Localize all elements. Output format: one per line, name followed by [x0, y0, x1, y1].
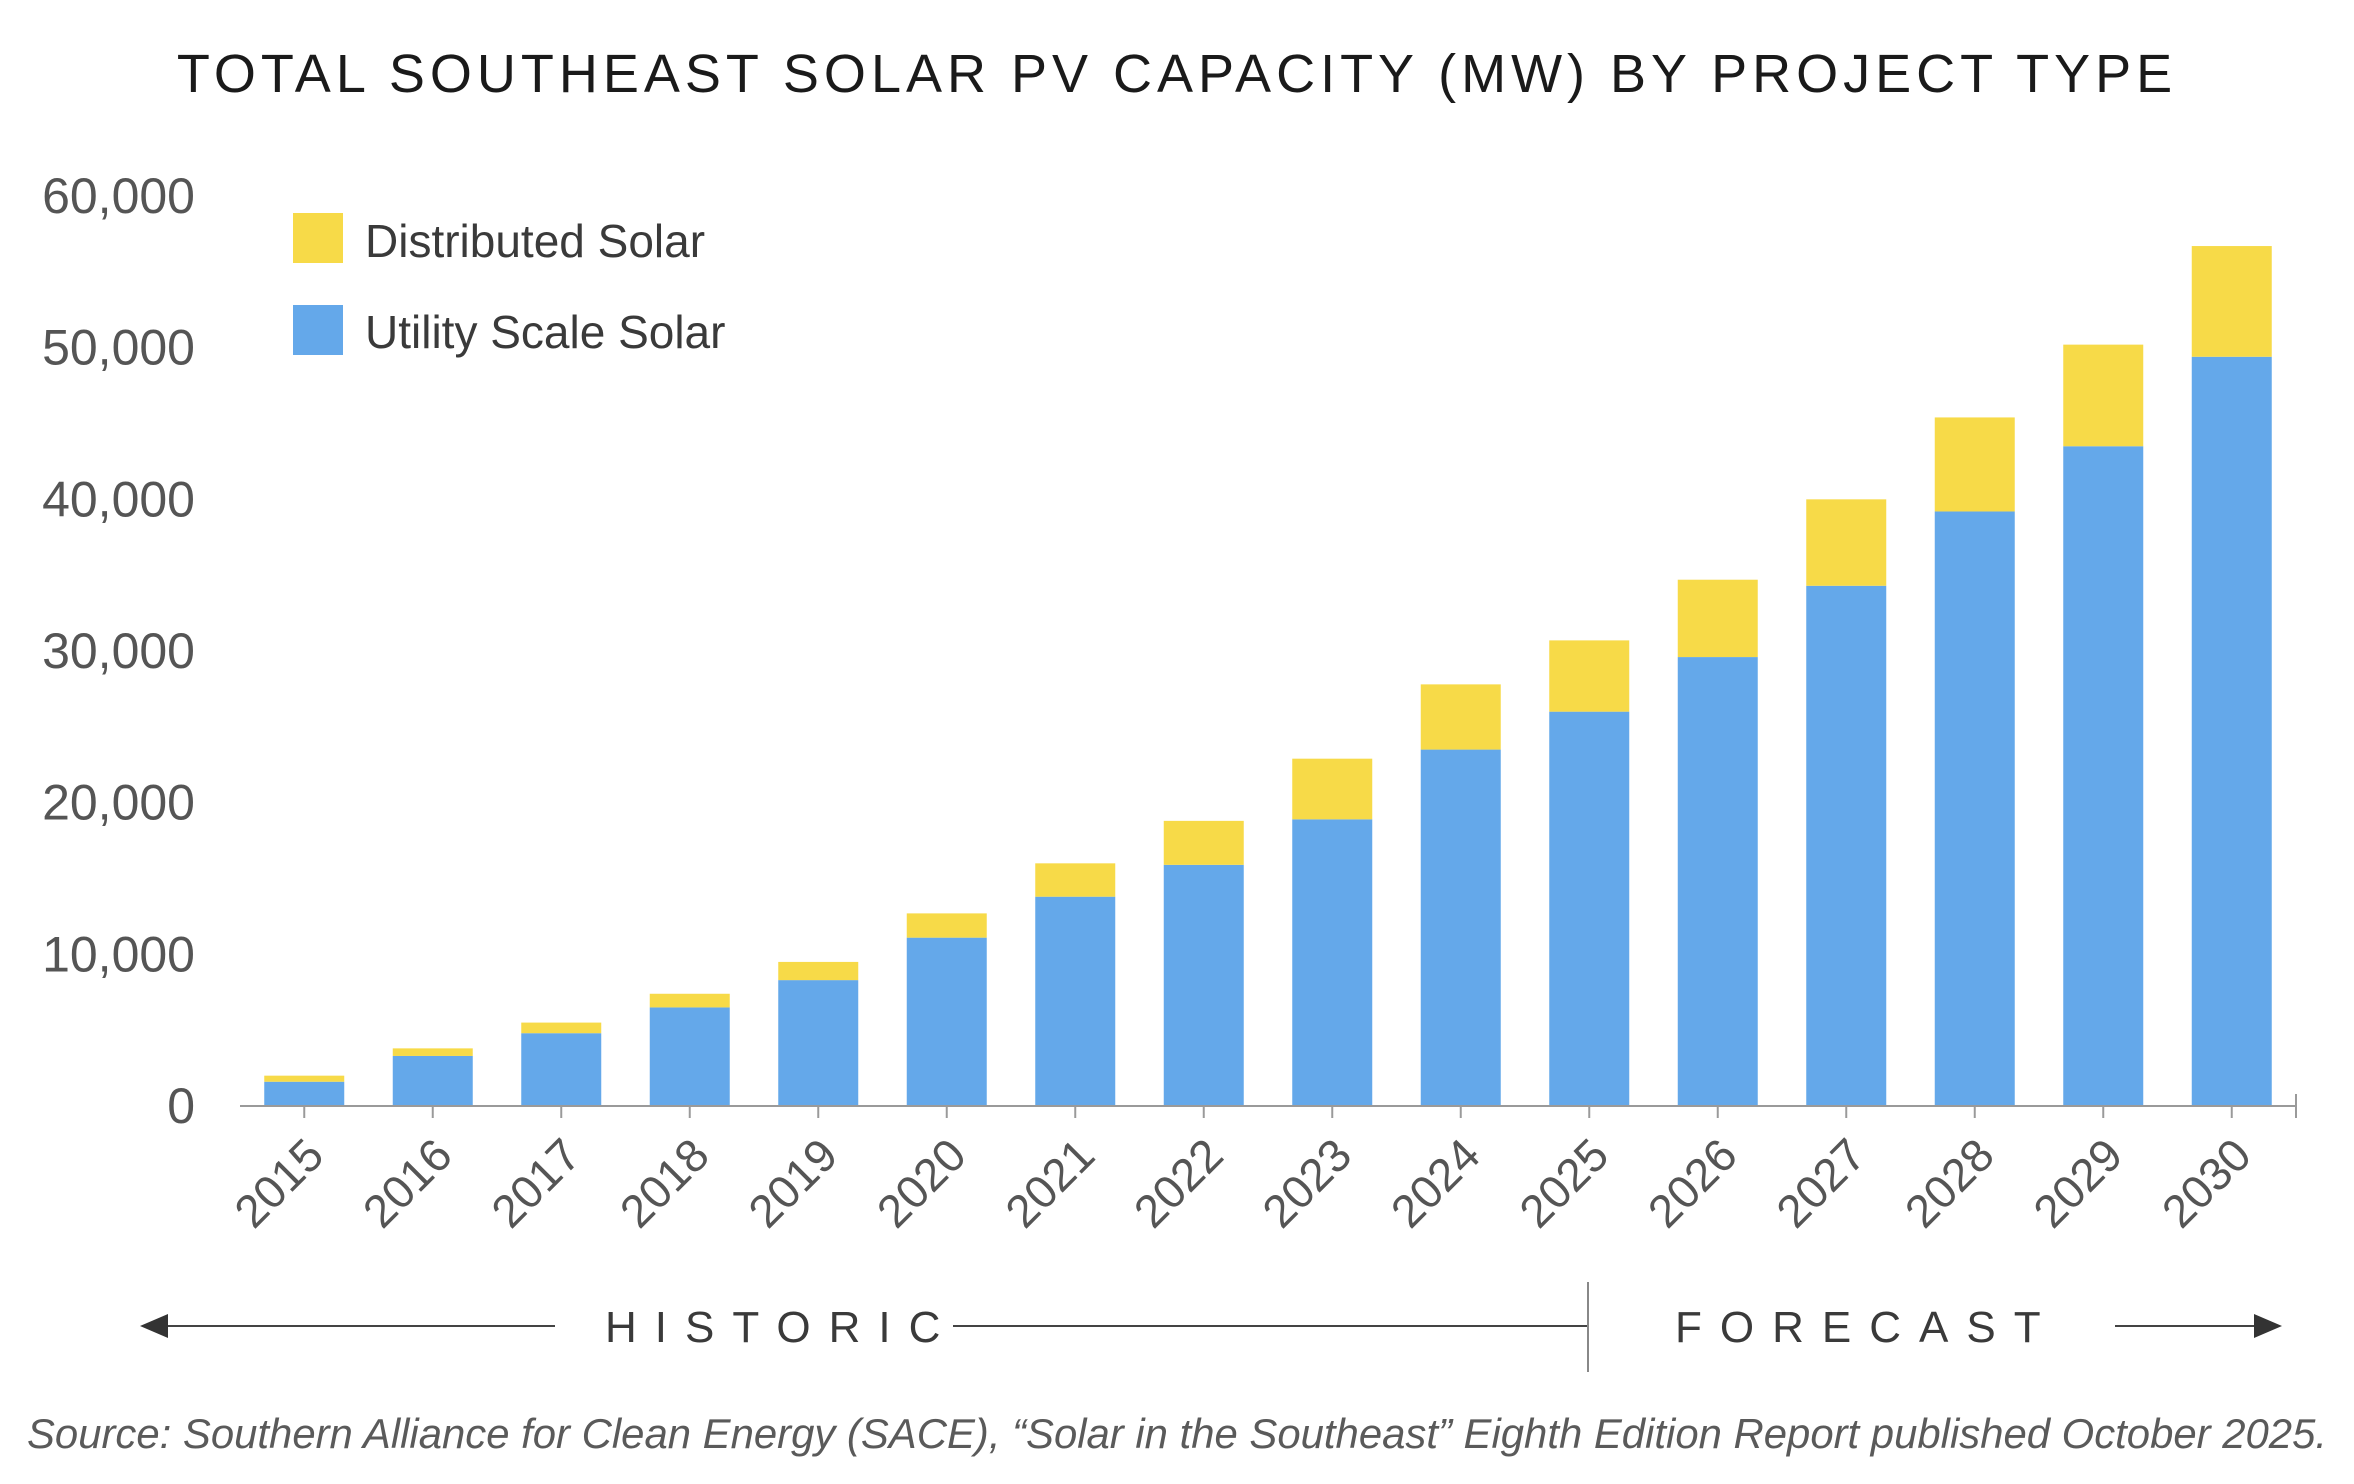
x-tick-label: 2025 [1509, 1128, 1618, 1237]
bar-distributed-solar-2022 [1163, 820, 1244, 865]
x-tick-label: 2016 [353, 1128, 462, 1237]
x-tick-label: 2017 [481, 1128, 590, 1237]
x-axis: 2015 2016 2017 2018 2019 2020 2021 2022 2023 2024… [224, 1094, 2297, 1237]
bar-utility-scale-solar-2015 [264, 1081, 345, 1106]
y-tick-label: 0 [167, 1078, 195, 1134]
x-tick-label: 2018 [610, 1128, 719, 1237]
y-tick-label: 10,000 [42, 926, 195, 982]
bar-distributed-solar-2021 [1035, 863, 1116, 897]
y-tick-label: 20,000 [42, 775, 195, 831]
x-tick-label: 2029 [2023, 1128, 2132, 1237]
bar-distributed-solar-2016 [392, 1048, 473, 1056]
x-tick-label: 2023 [1252, 1128, 1361, 1237]
x-tick-label: 2024 [1381, 1128, 1490, 1237]
bar-distributed-solar-2025 [1549, 640, 1630, 712]
bar-distributed-solar-2029 [2063, 344, 2144, 447]
y-tick-label: 50,000 [42, 320, 195, 376]
chart-title: TOTAL SOUTHEAST SOLAR PV CAPACITY (MW) B… [177, 44, 2177, 104]
y-tick-label: 30,000 [42, 623, 195, 679]
bar-utility-scale-solar-2030 [2191, 356, 2272, 1106]
legend: Distributed Solar Utility Scale Solar [293, 213, 725, 358]
bar-distributed-solar-2026 [1677, 579, 1758, 658]
bar-distributed-solar-2027 [1806, 499, 1887, 586]
bar-utility-scale-solar-2017 [521, 1033, 602, 1106]
x-tick-label: 2020 [867, 1128, 976, 1237]
bar-distributed-solar-2015 [264, 1075, 345, 1082]
bar-distributed-solar-2030 [2191, 246, 2272, 357]
bar-distributed-solar-2019 [778, 961, 859, 981]
source-note: Source: Southern Alliance for Clean Ener… [27, 1410, 2327, 1457]
period-indicator: HISTORIC FORECAST [140, 1282, 2282, 1372]
bar-utility-scale-solar-2027 [1806, 585, 1887, 1106]
y-tick-label: 60,000 [42, 168, 195, 224]
forecast-arrow-head-icon [2254, 1314, 2282, 1338]
bar-utility-scale-solar-2029 [2063, 446, 2144, 1106]
bar-utility-scale-solar-2024 [1420, 749, 1501, 1106]
historic-label: HISTORIC [605, 1303, 958, 1352]
bar-distributed-solar-2017 [521, 1022, 602, 1034]
bar-distributed-solar-2024 [1420, 684, 1501, 750]
bar-utility-scale-solar-2023 [1292, 819, 1373, 1106]
bar-utility-scale-solar-2026 [1677, 657, 1758, 1106]
bar-utility-scale-solar-2021 [1035, 896, 1116, 1106]
bar-utility-scale-solar-2022 [1163, 864, 1244, 1106]
forecast-label: FORECAST [1675, 1303, 2059, 1352]
legend-swatch-utility-scale-solar [293, 305, 343, 355]
bar-distributed-solar-2023 [1292, 758, 1373, 820]
y-tick-label: 40,000 [42, 471, 195, 527]
x-tick-label: 2030 [2152, 1128, 2261, 1237]
x-tick-label: 2015 [224, 1128, 333, 1237]
legend-swatch-distributed-solar [293, 213, 343, 263]
bar-distributed-solar-2020 [906, 913, 987, 938]
bar-utility-scale-solar-2019 [778, 980, 859, 1106]
x-tick-label: 2019 [738, 1128, 847, 1237]
bar-utility-scale-solar-2028 [1934, 511, 2015, 1106]
bar-utility-scale-solar-2016 [392, 1055, 473, 1106]
x-tick-label: 2026 [1638, 1128, 1747, 1237]
legend-label-distributed-solar: Distributed Solar [365, 215, 705, 267]
x-tick-label: 2027 [1766, 1128, 1875, 1237]
bar-utility-scale-solar-2018 [649, 1007, 730, 1106]
legend-label-utility-scale-solar: Utility Scale Solar [365, 306, 725, 358]
y-axis-ticks: 0 10,000 20,000 30,000 40,000 50,000 60,000 [42, 168, 195, 1134]
x-tick-label: 2028 [1895, 1128, 2004, 1237]
bar-utility-scale-solar-2025 [1549, 711, 1630, 1106]
bar-distributed-solar-2018 [649, 993, 730, 1008]
bar-utility-scale-solar-2020 [906, 937, 987, 1106]
bars [264, 246, 2272, 1106]
historic-arrow-head-icon [140, 1314, 168, 1338]
bar-distributed-solar-2028 [1934, 417, 2015, 512]
x-tick-label: 2022 [1124, 1128, 1233, 1237]
x-tick-label: 2021 [995, 1128, 1104, 1237]
